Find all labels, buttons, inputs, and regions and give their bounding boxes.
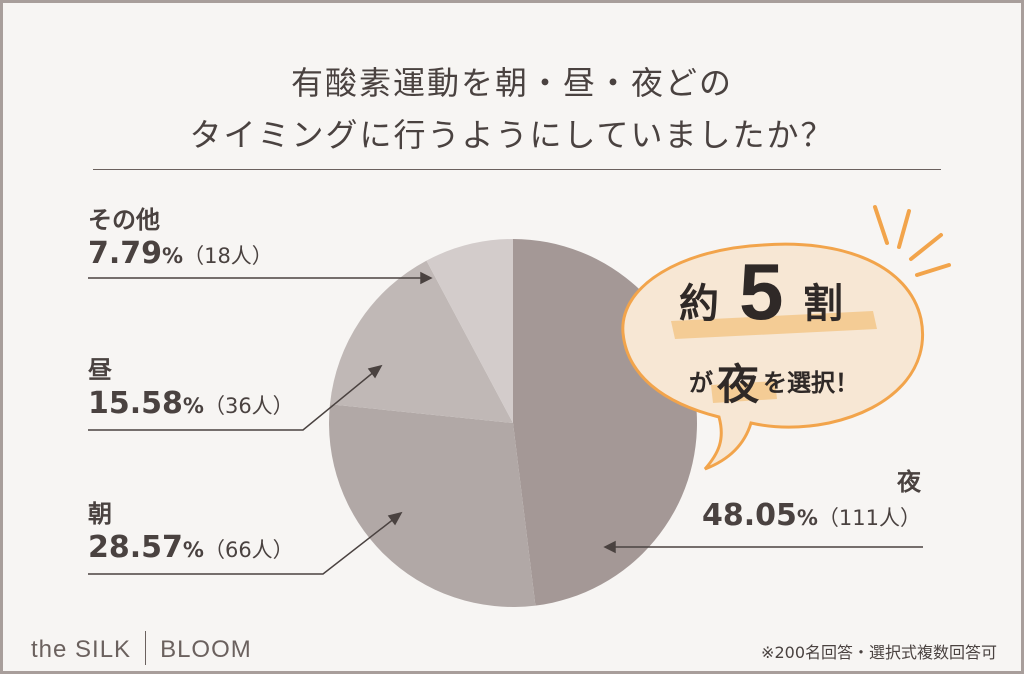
- label-other-name: その他: [88, 206, 160, 234]
- label-night-unit: %: [796, 506, 818, 530]
- emphasis-stroke-3: [909, 233, 943, 261]
- badge-line2-c: を選択！: [763, 369, 859, 397]
- label-other-value: 7.79%（18人）: [88, 235, 273, 275]
- pie-chart: [88, 205, 951, 608]
- label-morning-value: 28.57%（66人）: [88, 529, 294, 569]
- label-other-percent: 7.79: [88, 236, 163, 271]
- badge-suffix: 割: [803, 281, 843, 327]
- label-morning: 朝 28.57%（66人）: [88, 499, 294, 569]
- label-noon-count: （36人）: [203, 394, 294, 418]
- badge-line2-b: 夜: [717, 360, 760, 409]
- label-noon-name: 昼: [88, 356, 112, 384]
- chart-title: 有酸素運動を朝・昼・夜どの タイミングに行うようにしていましたか？: [3, 57, 1021, 161]
- speech-bubble: [621, 242, 924, 471]
- label-night-value: 48.05%（111人）: [702, 497, 921, 537]
- label-other-count: （18人）: [183, 244, 273, 268]
- label-noon-value: 15.58%（36人）: [88, 385, 294, 425]
- leader-arrow-night: [603, 540, 616, 554]
- emphasis-stroke-2: [897, 209, 911, 249]
- label-morning-unit: %: [182, 538, 204, 562]
- title-line-1: 有酸素運動を朝・昼・夜どの: [290, 64, 733, 102]
- pie-slice-noon: [329, 260, 513, 423]
- highlight-mark-1: [671, 311, 877, 339]
- badge-number: 5: [739, 247, 784, 336]
- pie-slice-morning: [329, 404, 536, 608]
- title-line-2: タイミングに行うようにしていましたか？: [189, 116, 835, 154]
- label-night-count: （111人）: [817, 506, 921, 530]
- label-night: 夜 48.05%（111人）: [702, 467, 921, 537]
- brand-logo-left: the SILK: [31, 636, 132, 663]
- leader-arrow-other: [420, 271, 433, 285]
- label-morning-percent: 28.57: [88, 530, 183, 565]
- leader-arrow-morning: [387, 511, 403, 526]
- badge-line2-a: が: [689, 369, 713, 397]
- brand-logo: the SILK BLOOM: [31, 631, 252, 665]
- highlight-mark-2: [711, 381, 777, 403]
- label-noon: 昼 15.58%（36人）: [88, 355, 294, 425]
- label-morning-name: 朝: [88, 500, 112, 528]
- label-other: その他 7.79%（18人）: [88, 205, 273, 275]
- label-other-unit: %: [162, 244, 184, 268]
- label-noon-unit: %: [182, 394, 204, 418]
- leader-arrow-noon: [367, 364, 383, 379]
- leader-line-noon: [88, 370, 376, 431]
- emphasis-stroke-4: [915, 263, 951, 277]
- label-noon-percent: 15.58: [88, 386, 183, 421]
- brand-logo-right: BLOOM: [160, 636, 252, 663]
- label-night-name: 夜: [897, 468, 921, 496]
- label-morning-count: （66人）: [203, 538, 294, 562]
- leader-line-morning: [88, 517, 396, 575]
- title-divider: [93, 169, 941, 170]
- pie-slice-other: [426, 239, 513, 423]
- footnote: ※200名回答・選択式複数回答可: [761, 643, 997, 662]
- badge-prefix: 約: [679, 281, 719, 327]
- brand-logo-divider: [145, 631, 147, 665]
- label-night-percent: 48.05: [701, 498, 797, 533]
- emphasis-stroke-1: [873, 205, 889, 245]
